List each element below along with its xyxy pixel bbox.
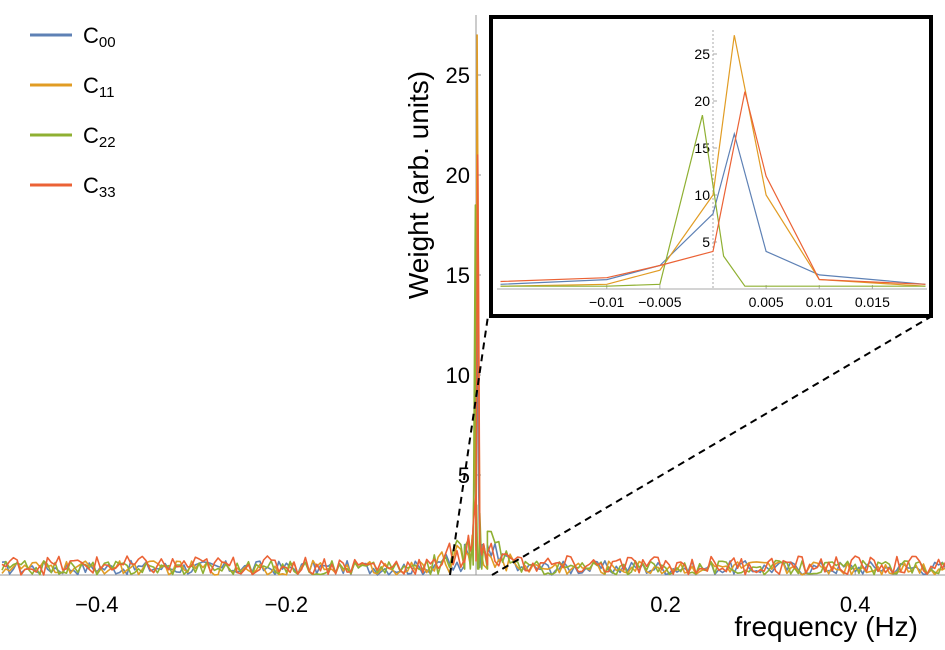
x-tick-label: −0.4 xyxy=(75,592,118,617)
zoom-line-left xyxy=(449,315,489,576)
legend-label-C11: C11 xyxy=(83,73,114,101)
legend-subscript: 22 xyxy=(99,134,116,151)
y-tick-label: 15 xyxy=(446,263,470,288)
zoom-connector-lines xyxy=(449,315,933,576)
main-plot: −0.4 −0.2 0.2 0.4 5 10 15 20 25 xyxy=(0,15,945,617)
inset-x-tick-label: 0.005 xyxy=(749,294,784,310)
inset-y-tick-label: 20 xyxy=(694,93,710,109)
inset-y-tick-label: 25 xyxy=(694,46,710,62)
x-tick-label: 0.2 xyxy=(650,592,681,617)
y-tick-label: 10 xyxy=(446,363,470,388)
inset-series-line-C00 xyxy=(500,131,926,285)
inset-series-line-C22 xyxy=(500,114,926,287)
legend: C00 C11 C22 C33 xyxy=(30,23,116,201)
y-tick-label: 20 xyxy=(446,163,470,188)
inset-x-tick-label: 0.015 xyxy=(855,294,890,310)
inset-y-tick-label: 10 xyxy=(694,187,710,203)
legend-subscript: 11 xyxy=(99,84,115,101)
inset-series-line-C11 xyxy=(500,35,926,287)
x-axis-label: frequency (Hz) xyxy=(734,611,918,642)
inset-y-tick-label: 5 xyxy=(702,234,710,250)
legend-label-C00: C00 xyxy=(83,23,116,51)
legend-label-C33: C33 xyxy=(83,173,116,201)
series-line-C33 xyxy=(1,154,945,576)
inset-x-tick-label: 0.01 xyxy=(806,294,833,310)
x-tick-label: −0.2 xyxy=(265,592,308,617)
inset-x-tick-label: −0.005 xyxy=(638,294,681,310)
inset-x-tick-label: −0.01 xyxy=(589,294,625,310)
y-tick-label: 25 xyxy=(446,63,470,88)
legend-subscript: 00 xyxy=(99,34,116,51)
legend-subscript: 33 xyxy=(99,184,116,201)
zoom-line-right xyxy=(491,315,933,576)
inset-frame xyxy=(489,15,933,318)
inset-series-line-C33 xyxy=(500,91,926,285)
legend-label-C22: C22 xyxy=(83,123,116,151)
x-tick-label: 0.4 xyxy=(840,592,871,617)
y-axis-label: Weight (arb. units) xyxy=(403,71,434,299)
